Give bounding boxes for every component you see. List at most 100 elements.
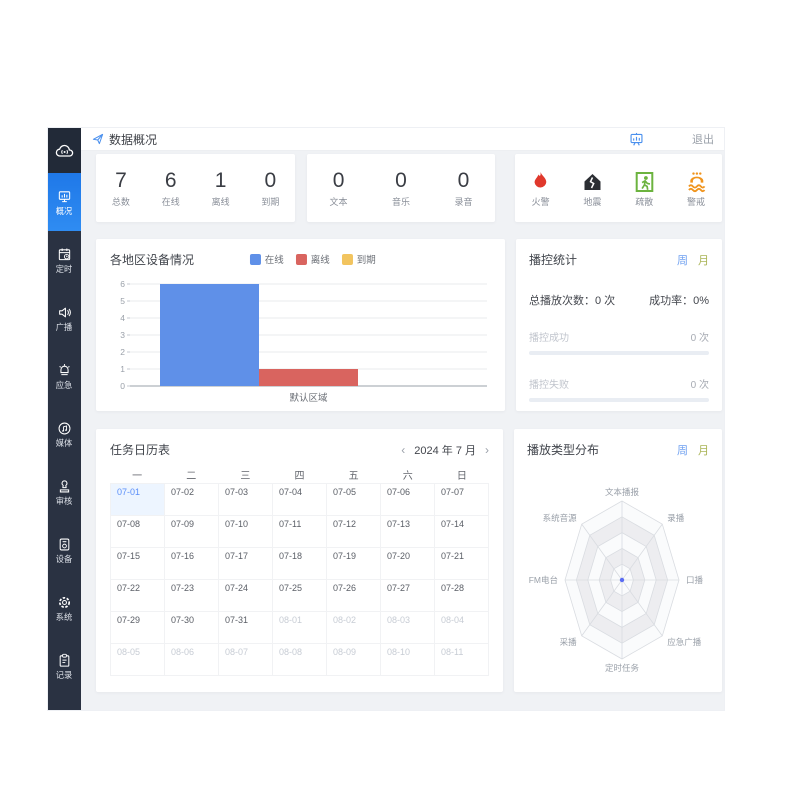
prev-month-button[interactable]: ‹ [401,442,406,457]
sidebar-item-timing[interactable]: 定时 [48,231,81,289]
calendar-day-08-04[interactable]: 08-04 [435,612,489,644]
svg-text:默认区域: 默认区域 [289,392,328,404]
sidebar-item-system[interactable]: 系统 [48,579,81,637]
calendar-day-08-03[interactable]: 08-03 [381,612,435,644]
tab-week[interactable]: 周 [677,254,688,267]
calendar-day-07-29[interactable]: 07-29 [111,612,165,644]
svg-text:FM电台: FM电台 [529,575,558,585]
calendar-day-07-22[interactable]: 07-22 [111,580,165,612]
stat-label: 离线 [211,196,230,207]
sidebar-item-device[interactable]: 设备 [48,521,81,579]
sidebar-item-media[interactable]: 媒体 [48,405,81,463]
stat-label: 在线 [161,196,180,207]
calendar-day-07-11[interactable]: 07-11 [273,516,327,548]
sidebar-item-label: 应急 [56,379,73,390]
calendar-day-07-19[interactable]: 07-19 [327,548,381,580]
calendar-day-08-07[interactable]: 08-07 [219,644,273,676]
stat-label: 音乐 [392,196,411,207]
calendar-day-08-08[interactable]: 08-08 [273,644,327,676]
alert-button-警戒[interactable]: 警戒 [684,170,709,207]
calendar-day-08-09[interactable]: 08-09 [327,644,381,676]
calendar-day-07-24[interactable]: 07-24 [219,580,273,612]
calendar-day-07-31[interactable]: 07-31 [219,612,273,644]
stat-value: 7 [115,168,127,192]
calendar-day-07-21[interactable]: 07-21 [435,548,489,580]
calendar-day-07-25[interactable]: 07-25 [273,580,327,612]
earthquake-icon [584,173,601,190]
sidebar-item-record[interactable]: 记录 [48,637,81,695]
calendar-day-07-20[interactable]: 07-20 [381,548,435,580]
logout-button[interactable]: 退出 [692,134,714,146]
calendar-day-08-10[interactable]: 08-10 [381,644,435,676]
legend-swatch [295,253,307,265]
svg-text:定时任务: 定时任务 [605,663,640,673]
media-icon [58,422,71,434]
calendar-day-07-03[interactable]: 07-03 [219,484,273,516]
tab-month[interactable]: 月 [698,254,709,267]
bar-离线 [259,369,358,386]
calendar-day-07-01[interactable]: 07-01 [111,484,165,516]
sidebar-item-broadcast[interactable]: 广播 [48,289,81,347]
legend-item[interactable]: 在线 [249,252,284,266]
calendar-day-08-02[interactable]: 08-02 [327,612,381,644]
sidebar-item-overview[interactable]: 概况 [48,173,81,231]
metric-value: 0 次 [690,380,709,391]
calendar-day-07-09[interactable]: 07-09 [165,516,219,548]
calendar-day-07-23[interactable]: 07-23 [165,580,219,612]
calendar-day-07-14[interactable]: 07-14 [435,516,489,548]
svg-text:5: 5 [120,296,125,306]
stat-label: 总数 [111,196,130,207]
tab-week[interactable]: 周 [677,444,688,457]
calendar-day-08-05[interactable]: 08-05 [111,644,165,676]
calendar-day-07-05[interactable]: 07-05 [327,484,381,516]
calendar-day-07-07[interactable]: 07-07 [435,484,489,516]
calendar-day-07-16[interactable]: 07-16 [165,548,219,580]
alert-button-火警[interactable]: 火警 [528,170,553,207]
next-month-button[interactable]: › [485,442,489,457]
alert-button-地震[interactable]: 地震 [580,170,605,207]
stat-value: 0 [332,168,345,192]
sidebar-item-emergency[interactable]: 应急 [48,347,81,405]
calendar-day-07-10[interactable]: 07-10 [219,516,273,548]
legend-swatch [249,253,261,265]
calendar-day-07-30[interactable]: 07-30 [165,612,219,644]
dashboard-screen-icon[interactable] [629,132,644,147]
calendar-day-07-12[interactable]: 07-12 [327,516,381,548]
alert-label: 警戒 [687,196,706,207]
calendar-day-07-26[interactable]: 07-26 [327,580,381,612]
calendar-day-07-08[interactable]: 07-08 [111,516,165,548]
svg-text:3: 3 [120,330,125,340]
legend-item[interactable]: 离线 [295,252,330,266]
stat-value: 6 [164,168,177,192]
metric-value: 0 次 [690,333,709,344]
radar-chart: 文本播报 录播 口播 应急广播 定时任务 采播 FM电台 系统音源 [527,462,709,692]
calendar-day-07-17[interactable]: 07-17 [219,548,273,580]
alert-button-疏散[interactable]: 疏散 [632,170,657,207]
record-icon [59,653,70,667]
calendar-day-07-02[interactable]: 07-02 [165,484,219,516]
calendar-day-07-06[interactable]: 07-06 [381,484,435,516]
broadcast-icon [59,307,71,317]
calendar-day-07-18[interactable]: 07-18 [273,548,327,580]
tab-month[interactable]: 月 [698,444,709,457]
calendar-day-07-13[interactable]: 07-13 [381,516,435,548]
page-title: 数据概况 [109,132,158,147]
flood-icon [687,171,705,192]
legend-item[interactable]: 到期 [341,252,376,266]
calendar-day-07-28[interactable]: 07-28 [435,580,489,612]
calendar-day-07-04[interactable]: 07-04 [273,484,327,516]
calendar-day-08-11[interactable]: 08-11 [435,644,489,676]
sidebar-item-audit[interactable]: 审核 [48,463,81,521]
calendar-day-07-27[interactable]: 07-27 [381,580,435,612]
calendar-day-08-01[interactable]: 08-01 [273,612,327,644]
weekday-label: 五 [348,470,359,482]
device-stat: 7 总数 [112,170,130,207]
svg-text:4: 4 [120,313,125,323]
region-devices-panel: 各地区设备情况 在线 离线 到期 0 1 2 3 4 5 6 默认区域 [96,239,505,411]
calendar-day-07-15[interactable]: 07-15 [111,548,165,580]
evacuation-icon [635,171,654,192]
calendar-day-08-06[interactable]: 08-06 [165,644,219,676]
playback-metric: 播控失败 0 次 [529,376,709,402]
weekday-label: 日 [456,470,467,482]
sidebar-nav: 概况 定时 广播应急媒体 审核 设备 系统 记录 [48,173,81,695]
